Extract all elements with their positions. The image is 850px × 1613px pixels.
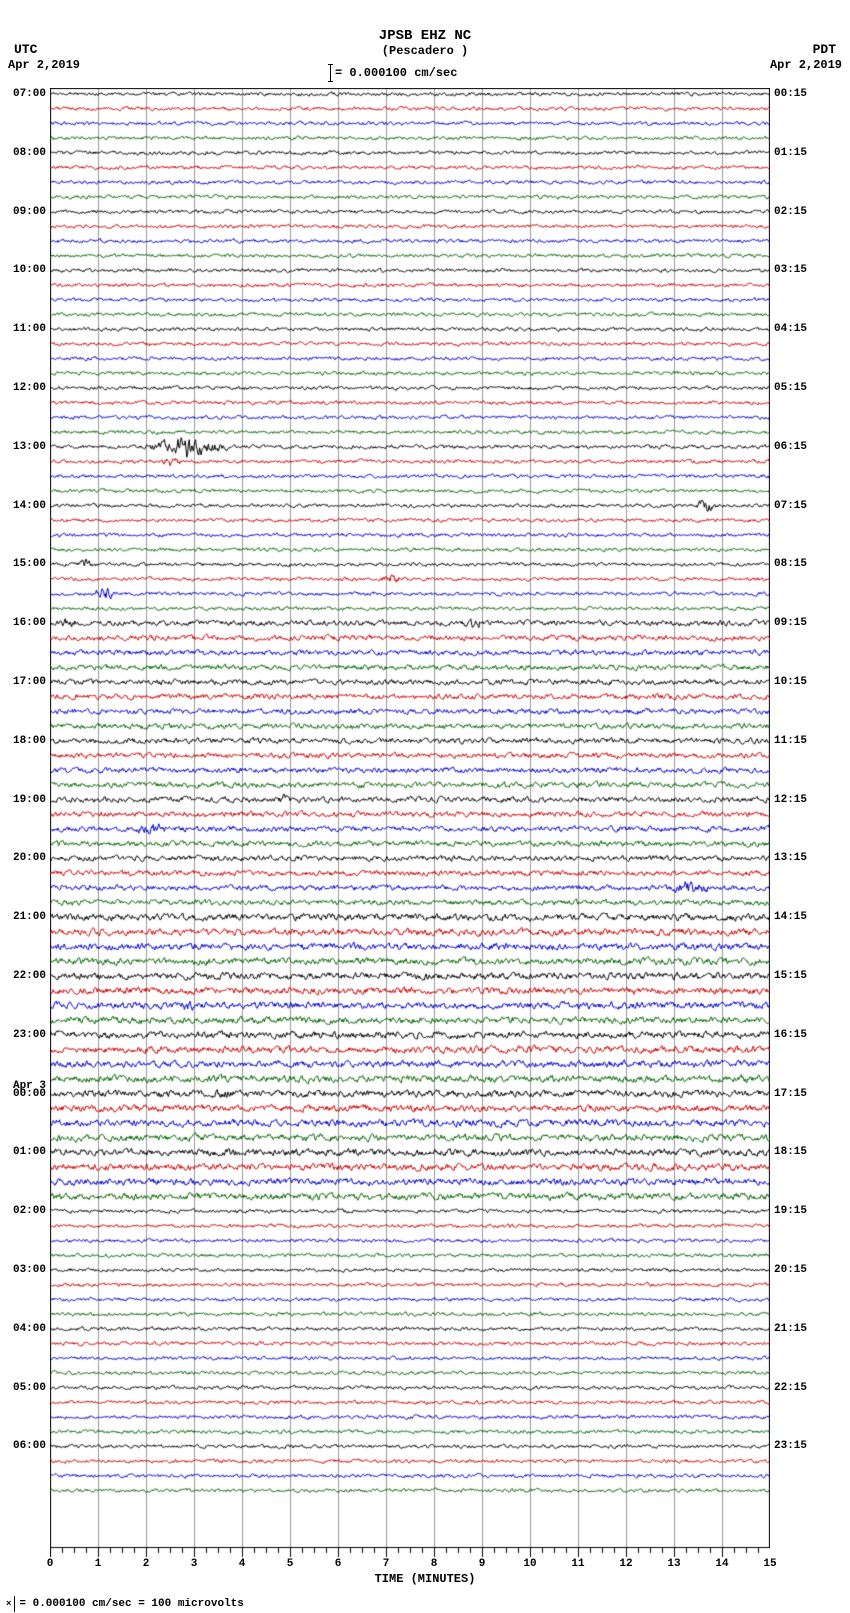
left-time-label: 23:00 xyxy=(13,1029,46,1041)
x-tick-label: 8 xyxy=(431,1558,438,1570)
right-time-label: 07:15 xyxy=(774,500,807,512)
right-time-label: 10:15 xyxy=(774,676,807,688)
header-scale: = 0.000100 cm/sec xyxy=(330,64,457,82)
right-time-label: 06:15 xyxy=(774,441,807,453)
x-tick-label: 2 xyxy=(143,1558,150,1570)
left-time-label: 08:00 xyxy=(13,147,46,159)
left-time-label: 07:00 xyxy=(13,88,46,100)
footer-scale: × = 0.000100 cm/sec = 100 microvolts xyxy=(6,1596,244,1612)
right-time-label: 23:15 xyxy=(774,1440,807,1452)
seismogram-plot xyxy=(50,88,770,1578)
right-time-label: 13:15 xyxy=(774,852,807,864)
x-tick-label: 7 xyxy=(383,1558,390,1570)
x-tick-label: 15 xyxy=(763,1558,776,1570)
right-time-label: 19:15 xyxy=(774,1205,807,1217)
x-tick-label: 0 xyxy=(47,1558,54,1570)
left-time-label: 14:00 xyxy=(13,500,46,512)
right-time-label: 20:15 xyxy=(774,1264,807,1276)
left-time-label: 05:00 xyxy=(13,1382,46,1394)
left-time-label: 12:00 xyxy=(13,382,46,394)
left-time-label: 10:00 xyxy=(13,264,46,276)
x-tick-label: 14 xyxy=(715,1558,728,1570)
day-break-label: Apr 3 xyxy=(13,1080,46,1092)
right-time-label: 11:15 xyxy=(774,735,807,747)
right-time-label: 14:15 xyxy=(774,911,807,923)
left-time-label: 06:00 xyxy=(13,1440,46,1452)
station-location: (Pescadero ) xyxy=(382,44,468,58)
right-time-label: 01:15 xyxy=(774,147,807,159)
left-time-label: 15:00 xyxy=(13,558,46,570)
left-time-label: 03:00 xyxy=(13,1264,46,1276)
left-time-label: 21:00 xyxy=(13,911,46,923)
footer-scale-text: = 0.000100 cm/sec = 100 microvolts xyxy=(19,1598,243,1610)
header-scale-text: = 0.000100 cm/sec xyxy=(335,66,457,80)
right-time-label: 16:15 xyxy=(774,1029,807,1041)
x-tick-label: 10 xyxy=(523,1558,536,1570)
right-time-label: 21:15 xyxy=(774,1323,807,1335)
x-tick-label: 13 xyxy=(667,1558,680,1570)
x-axis-title: TIME (MINUTES) xyxy=(375,1572,476,1586)
right-time-label: 15:15 xyxy=(774,970,807,982)
right-time-label: 17:15 xyxy=(774,1088,807,1100)
right-time-label: 22:15 xyxy=(774,1382,807,1394)
left-time-label: 22:00 xyxy=(13,970,46,982)
x-tick-label: 1 xyxy=(95,1558,102,1570)
left-time-label: 01:00 xyxy=(13,1146,46,1158)
right-time-label: 18:15 xyxy=(774,1146,807,1158)
left-time-label: 09:00 xyxy=(13,206,46,218)
right-time-label: 12:15 xyxy=(774,794,807,806)
left-time-label: 02:00 xyxy=(13,1205,46,1217)
station-code: JPSB EHZ NC xyxy=(379,28,471,44)
x-tick-label: 3 xyxy=(191,1558,198,1570)
x-tick-label: 12 xyxy=(619,1558,632,1570)
right-time-label: 00:15 xyxy=(774,88,807,100)
seismogram-container: JPSB EHZ NC (Pescadero ) = 0.000100 cm/s… xyxy=(0,0,850,1613)
x-tick-label: 4 xyxy=(239,1558,246,1570)
left-time-label: 04:00 xyxy=(13,1323,46,1335)
left-time-label: 17:00 xyxy=(13,676,46,688)
right-time-label: 09:15 xyxy=(774,617,807,629)
x-tick-label: 6 xyxy=(335,1558,342,1570)
left-date: Apr 2,2019 xyxy=(8,58,80,72)
left-time-label: 20:00 xyxy=(13,852,46,864)
x-tick-label: 5 xyxy=(287,1558,294,1570)
left-time-label: 18:00 xyxy=(13,735,46,747)
right-time-label: 05:15 xyxy=(774,382,807,394)
left-time-label: 16:00 xyxy=(13,617,46,629)
right-time-label: 04:15 xyxy=(774,323,807,335)
left-time-label: 13:00 xyxy=(13,441,46,453)
left-time-label: 19:00 xyxy=(13,794,46,806)
right-time-label: 03:15 xyxy=(774,264,807,276)
right-time-label: 08:15 xyxy=(774,558,807,570)
x-tick-label: 11 xyxy=(571,1558,584,1570)
left-tz: UTC xyxy=(14,42,37,57)
x-tick-label: 9 xyxy=(479,1558,486,1570)
left-time-label: 11:00 xyxy=(13,323,46,335)
right-time-label: 02:15 xyxy=(774,206,807,218)
right-date: Apr 2,2019 xyxy=(770,58,842,72)
right-tz: PDT xyxy=(813,42,836,57)
